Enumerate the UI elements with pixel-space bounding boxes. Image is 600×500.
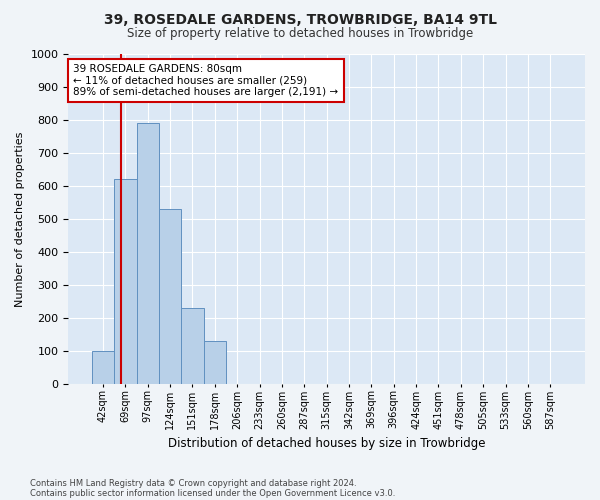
X-axis label: Distribution of detached houses by size in Trowbridge: Distribution of detached houses by size … [168, 437, 485, 450]
Bar [181, 308, 203, 384]
Bar [137, 123, 159, 384]
Text: Contains HM Land Registry data © Crown copyright and database right 2024.: Contains HM Land Registry data © Crown c… [30, 478, 356, 488]
Text: 39 ROSEDALE GARDENS: 80sqm
← 11% of detached houses are smaller (259)
89% of sem: 39 ROSEDALE GARDENS: 80sqm ← 11% of deta… [73, 64, 338, 97]
Bar [159, 209, 181, 384]
Text: 39, ROSEDALE GARDENS, TROWBRIDGE, BA14 9TL: 39, ROSEDALE GARDENS, TROWBRIDGE, BA14 9… [104, 12, 497, 26]
Text: Contains public sector information licensed under the Open Government Licence v3: Contains public sector information licen… [30, 488, 395, 498]
Bar [203, 341, 226, 384]
Bar [114, 180, 137, 384]
Text: Size of property relative to detached houses in Trowbridge: Size of property relative to detached ho… [127, 28, 473, 40]
Bar [92, 351, 114, 384]
Y-axis label: Number of detached properties: Number of detached properties [15, 131, 25, 306]
